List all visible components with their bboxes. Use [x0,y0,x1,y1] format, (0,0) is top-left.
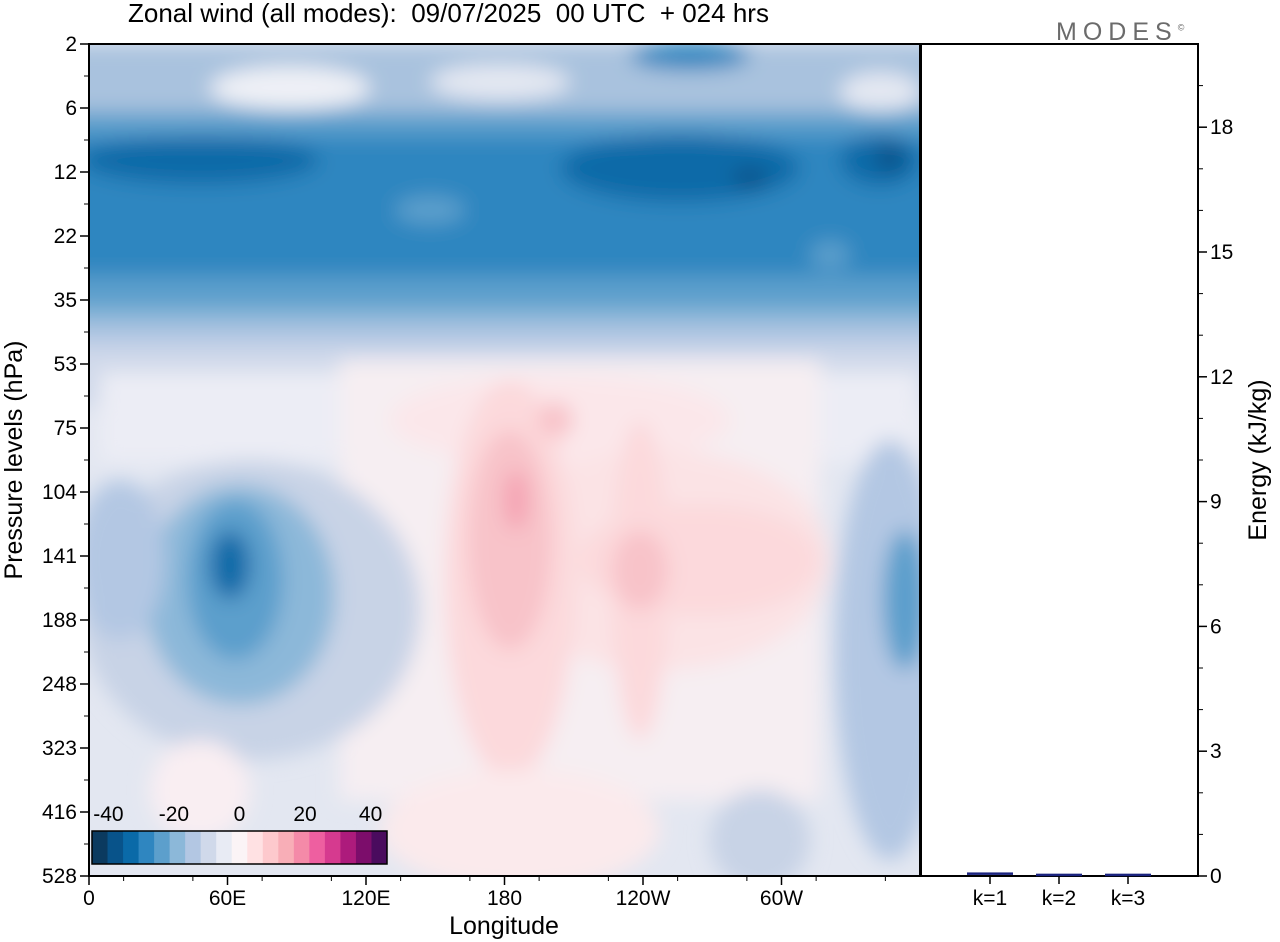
energy-category-label: k=1 [973,887,1007,910]
colorbar-swatch [169,831,186,864]
energy-bar [1036,873,1082,877]
pressure-tick-label: 53 [54,353,77,376]
x-axis-label: Longitude [449,912,559,940]
colorbar-cells [92,831,388,864]
colorbar-swatch [123,831,140,864]
colorbar-swatch [355,831,372,864]
colorbar-swatch [154,831,171,864]
energy-tick-label: 18 [1210,116,1233,139]
pressure-tick-label: 104 [42,481,77,504]
colorbar-swatch [324,831,341,864]
zonal-wind-panel [88,43,921,877]
modes-logo: MODES© [1056,18,1184,47]
energy-category-label: k=3 [1111,887,1145,910]
pressure-tick-label: 22 [54,225,77,248]
pressure-tick-label: 323 [42,737,77,760]
pressure-tick-label: 248 [42,673,77,696]
colorbar-swatch [247,831,264,864]
colorbar-tick-label: 20 [293,803,316,826]
energy-category-label: k=2 [1042,887,1076,910]
longitude-axis: 0 60E 120E 180 120W 60W [83,876,886,910]
pressure-tick-label: 75 [54,417,77,440]
energy-tick-label: 15 [1210,241,1233,264]
pressure-tick-label: 12 [54,161,77,184]
colorbar-swatch [92,831,109,864]
longitude-tick-label: 180 [487,887,522,910]
longitude-tick-label: 60E [209,887,246,910]
colorbar-labels: -40 -20 0 20 40 [93,803,382,826]
energy-panel-frame [920,43,1199,877]
colorbar-swatch [138,831,155,864]
energy-tick-label: 6 [1210,615,1222,638]
pressure-tick-label: 2 [65,33,77,56]
energy-axis: 0 3 6 9 12 15 18 [1198,85,1233,888]
energy-tick-label: 9 [1210,491,1222,514]
colorbar-swatch [340,831,357,864]
pressure-tick-label: 416 [42,801,77,824]
colorbar: -40 -20 0 20 40 [91,803,388,865]
colorbar-tick-label: 0 [234,803,246,826]
contour-field [89,44,920,876]
pressure-tick-label: 188 [42,609,77,632]
colorbar-swatch [185,831,202,864]
pressure-tick-label: 141 [42,545,77,568]
energy-tick-label: 12 [1210,366,1233,389]
colorbar-tick-label: -20 [159,803,189,826]
colorbar-swatch [309,831,326,864]
logo-text: MODES [1056,18,1178,46]
colorbar-tick-label: -40 [93,803,123,826]
colorbar-swatch [216,831,233,864]
energy-bar [967,872,1013,875]
colorbar-swatch [262,831,279,864]
energy-tick-label: 3 [1210,740,1222,763]
colorbar-frame [91,830,388,865]
pressure-tick-label: 6 [65,97,77,120]
longitude-tick-label: 0 [83,887,95,910]
pressure-axis: 2 6 12 22 35 53 75 104 141 188 248 323 416 528 [42,33,89,888]
colorbar-swatch [200,831,217,864]
chart-title: Zonal wind (all modes): 09/07/2025 00 UT… [128,0,769,28]
longitude-tick-label: 60W [760,887,803,910]
energy-axis-label: Energy (kJ/kg) [1244,379,1272,540]
longitude-tick-label: 120E [341,887,390,910]
colorbar-swatch [293,831,310,864]
energy-tick-label: 0 [1210,865,1222,888]
colorbar-tick-label: 40 [359,803,382,826]
y-axis-label: Pressure levels (hPa) [0,341,28,580]
longitude-tick-label: 120W [616,887,671,910]
colorbar-swatch [371,831,388,864]
energy-bars: k=1 k=2 k=3 [967,872,1151,910]
logo-copyright-mark: © [1177,22,1185,33]
energy-panel: 0 3 6 9 12 15 18 k=1 k=2 k=3 Energy (kJ/kg) [920,43,1272,910]
energy-bar [1105,873,1151,877]
colorbar-swatch [231,831,248,864]
colorbar-swatch [107,831,124,864]
colorbar-swatch [278,831,295,864]
pressure-tick-label: 528 [42,865,77,888]
pressure-tick-label: 35 [54,289,77,312]
